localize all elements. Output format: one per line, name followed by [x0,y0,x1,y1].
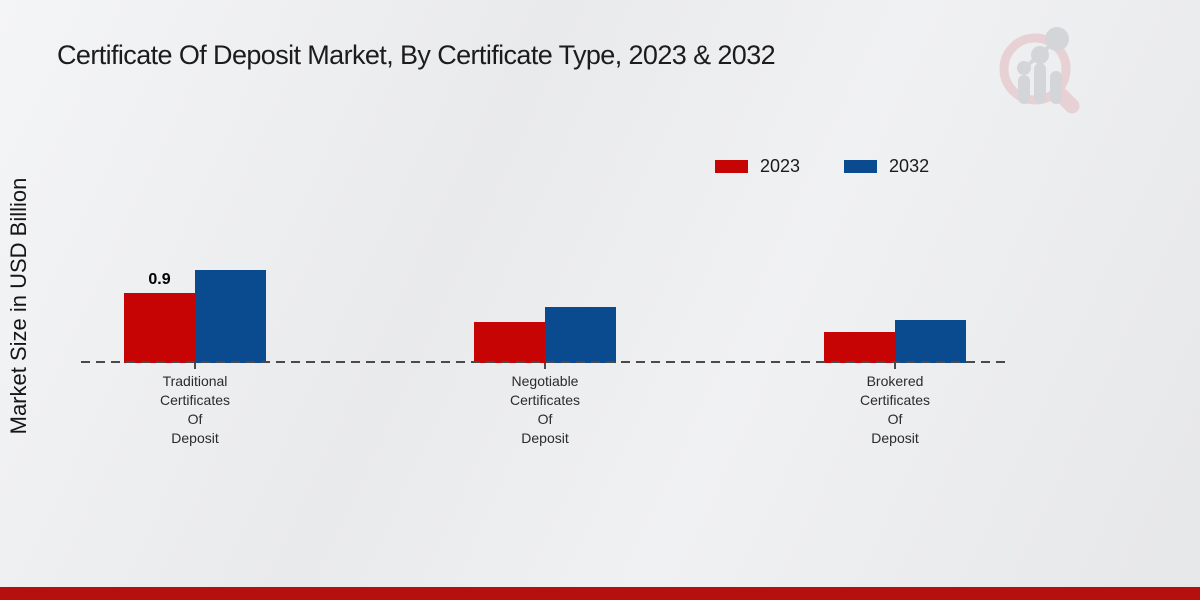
x-tick-mark [194,363,196,369]
bar-2032-category-1 [545,307,616,363]
legend-swatch-2032 [844,160,878,173]
legend: 2023 2032 [715,156,929,177]
legend-label-2023: 2023 [760,156,801,176]
bar-2023-category-2 [824,332,895,363]
legend-swatch-2023 [715,160,748,173]
legend-item-2032: 2032 [844,156,929,177]
legend-label-2032: 2032 [889,156,930,176]
bar-2032-category-0 [195,270,266,363]
x-tick-label: Brokered Certificates Of Deposit [859,373,931,446]
x-tick-mark [544,363,546,369]
legend-item-2023: 2023 [715,156,800,177]
x-tick-label: Traditional Certificates Of Deposit [159,373,231,446]
bar-chart-magnifier-icon [999,27,1080,114]
bar-2023-category-0 [124,293,195,363]
bar-2032-category-2 [895,320,966,363]
x-tick-mark [894,363,896,369]
chart-title: Certificate Of Deposit Market, By Certif… [57,40,776,70]
bar-2023-category-1 [474,321,545,363]
x-tick-label: Negotiable Certificates Of Deposit [509,373,581,446]
bar-value-label: 0.9 [148,271,171,289]
bottom-accent-bar [0,587,1200,600]
x-axis-baseline [81,361,1007,363]
